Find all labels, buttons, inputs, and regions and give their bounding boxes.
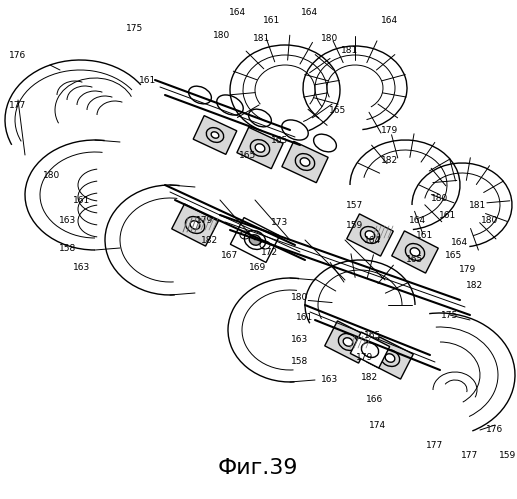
Text: 164: 164 — [451, 238, 468, 247]
Ellipse shape — [249, 235, 261, 245]
Text: 161: 161 — [263, 15, 281, 24]
Text: 182: 182 — [202, 236, 219, 245]
Ellipse shape — [343, 338, 353, 346]
Text: 165: 165 — [329, 105, 346, 114]
Text: 179: 179 — [196, 216, 214, 225]
Text: 179: 179 — [460, 265, 477, 274]
Text: Фиг.39: Фиг.39 — [218, 458, 298, 478]
Text: 174: 174 — [370, 421, 387, 430]
Text: 164: 164 — [364, 236, 382, 245]
Text: 166: 166 — [367, 396, 384, 405]
Ellipse shape — [385, 354, 395, 362]
Text: 176: 176 — [486, 426, 504, 435]
Text: 164: 164 — [230, 7, 247, 16]
Ellipse shape — [410, 248, 420, 256]
Text: 161: 161 — [140, 75, 157, 84]
Text: 163: 163 — [292, 335, 309, 344]
Text: 163: 163 — [59, 216, 77, 225]
Text: 181: 181 — [253, 33, 270, 42]
Text: 161: 161 — [416, 231, 434, 240]
Bar — [351, 332, 390, 368]
Text: 158: 158 — [292, 357, 309, 366]
Bar — [282, 141, 328, 183]
Text: 180: 180 — [322, 33, 339, 42]
Ellipse shape — [190, 221, 200, 229]
Text: 161: 161 — [73, 196, 90, 205]
Text: 180: 180 — [292, 293, 309, 302]
Text: 159: 159 — [499, 451, 516, 460]
Text: 181: 181 — [341, 45, 359, 54]
Text: 181: 181 — [469, 201, 486, 210]
Text: 179: 179 — [356, 353, 374, 362]
Text: 177: 177 — [427, 441, 444, 450]
Text: 180: 180 — [214, 30, 231, 39]
Text: 158: 158 — [59, 244, 77, 252]
Text: 164: 164 — [409, 216, 427, 225]
Bar — [347, 214, 393, 256]
Bar — [231, 218, 280, 262]
Text: 175: 175 — [442, 310, 459, 319]
Text: 159: 159 — [346, 221, 363, 230]
Text: 167: 167 — [221, 250, 239, 259]
Bar — [367, 337, 413, 379]
Text: 165: 165 — [364, 330, 382, 339]
Bar — [172, 204, 218, 246]
Ellipse shape — [300, 158, 310, 166]
Ellipse shape — [255, 144, 265, 152]
Ellipse shape — [365, 231, 375, 239]
Text: 179: 179 — [382, 126, 399, 135]
Ellipse shape — [211, 132, 219, 138]
Text: 165: 165 — [271, 136, 288, 145]
Text: 180: 180 — [43, 171, 60, 180]
Bar — [237, 127, 283, 169]
Text: 182: 182 — [382, 156, 399, 165]
Text: 164: 164 — [301, 7, 318, 16]
Text: 180: 180 — [481, 216, 498, 225]
Bar — [325, 321, 371, 363]
Text: 161: 161 — [439, 211, 457, 220]
Text: 182: 182 — [361, 373, 378, 383]
Text: 180: 180 — [431, 194, 449, 203]
Text: 165: 165 — [239, 151, 256, 160]
Text: 165: 165 — [406, 255, 423, 264]
Text: 173: 173 — [271, 218, 288, 227]
Text: 163: 163 — [73, 263, 90, 272]
Text: 182: 182 — [466, 280, 483, 289]
Bar — [193, 116, 237, 154]
Text: 164: 164 — [382, 15, 399, 24]
Text: 172: 172 — [262, 248, 279, 256]
Text: 175: 175 — [126, 23, 144, 32]
Text: 169: 169 — [249, 263, 267, 272]
Text: 161: 161 — [296, 313, 314, 322]
Text: 177: 177 — [461, 451, 479, 460]
Text: 163: 163 — [322, 376, 339, 385]
Bar — [392, 231, 438, 273]
Text: 176: 176 — [9, 50, 26, 59]
Text: 165: 165 — [445, 250, 463, 259]
Text: 177: 177 — [9, 100, 26, 109]
Text: 157: 157 — [346, 201, 363, 210]
